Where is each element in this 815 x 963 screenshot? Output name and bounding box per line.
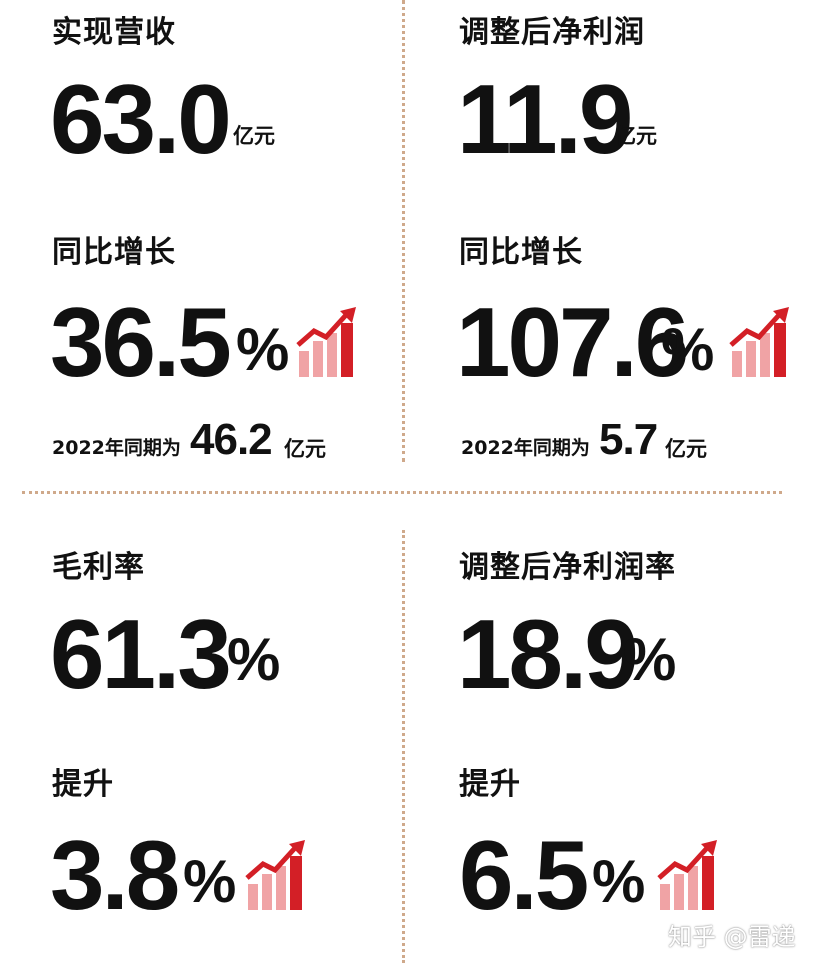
gross-margin-change-label: 提升: [52, 767, 114, 802]
adj-net-profit-title: 调整后净利润: [459, 15, 645, 50]
growth-chart-icon: [296, 305, 360, 377]
adj-net-margin-change-label: 提升: [459, 767, 521, 802]
adj-net-margin-unit: %: [623, 626, 677, 693]
gross-margin-change-unit: %: [183, 848, 237, 915]
adj-net-profit-growth-unit: %: [661, 316, 715, 383]
adj-net-profit-prev-prefix: 2022年同期为: [461, 437, 590, 459]
gross-margin-value: 61.3: [50, 599, 232, 709]
growth-chart-icon: [729, 305, 793, 377]
adj-net-profit-unit: 亿元: [615, 124, 657, 148]
watermark-text: 知乎 @雷递: [668, 923, 796, 951]
revenue-unit: 亿元: [233, 124, 275, 148]
growth-chart-icon: [657, 838, 721, 910]
revenue-growth-label: 同比增长: [52, 235, 176, 270]
adj-net-profit-prev-unit: 亿元: [665, 437, 707, 461]
growth-chart-icon: [245, 838, 309, 910]
gross-margin-unit: %: [227, 626, 281, 693]
horizontal-divider: [22, 491, 782, 494]
adj-net-margin-value: 18.9: [457, 599, 639, 709]
revenue-prev-prefix: 2022年同期为: [52, 437, 181, 459]
revenue-growth-unit: %: [236, 316, 290, 383]
vertical-divider-bottom: [402, 530, 405, 963]
revenue-growth-value: 36.5: [50, 287, 232, 397]
adj-net-profit-prev-value: 5.7: [599, 415, 658, 464]
gross-margin-change-value: 3.8: [50, 820, 180, 930]
adj-net-margin-change-value: 6.5: [459, 820, 589, 930]
vertical-divider-top: [402, 0, 405, 462]
adj-net-profit-growth-label: 同比增长: [459, 235, 583, 270]
gross-margin-title: 毛利率: [52, 550, 145, 585]
adj-net-margin-change-unit: %: [592, 848, 646, 915]
revenue-value: 63.0: [50, 64, 232, 174]
revenue-title: 实现营收: [52, 15, 176, 50]
revenue-prev-unit: 亿元: [284, 437, 326, 461]
adj-net-profit-value: 11.9: [457, 64, 633, 174]
revenue-prev-value: 46.2: [190, 415, 273, 464]
adj-net-profit-growth-value: 107.6: [456, 287, 689, 397]
adj-net-margin-title: 调整后净利润率: [459, 550, 676, 585]
